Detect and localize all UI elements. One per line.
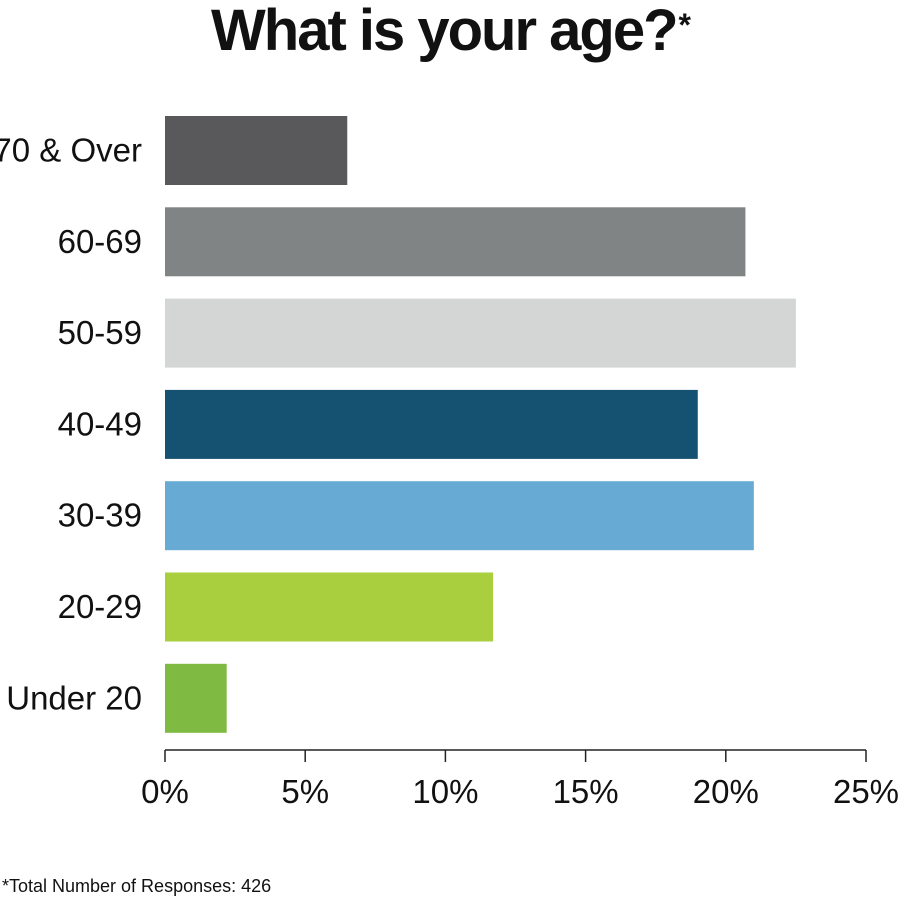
- chart-title: What is your age?*: [0, 0, 900, 70]
- footnote: *Total Number of Responses: 426: [2, 876, 272, 896]
- category-label: 40-49: [58, 405, 142, 442]
- bar-1: [165, 207, 746, 277]
- bar-2: [165, 298, 796, 368]
- title-footnote-marker: *: [678, 7, 692, 43]
- x-tick-label: 25%: [833, 773, 899, 810]
- category-label: 30-39: [58, 497, 142, 534]
- category-label: 60-69: [58, 223, 142, 260]
- chart-title-text: What is your age?: [211, 0, 679, 63]
- bar-5: [165, 572, 494, 642]
- category-label: 50-59: [58, 314, 142, 351]
- x-tick-label: 5%: [281, 773, 329, 810]
- category-label: Under 20: [6, 679, 142, 716]
- bar-4: [165, 481, 754, 551]
- bar-0: [165, 116, 348, 185]
- category-label: 20-29: [58, 588, 142, 625]
- category-label: 70 & Over: [0, 132, 142, 169]
- bar-3: [165, 389, 698, 459]
- x-tick-label: 10%: [412, 773, 478, 810]
- x-tick-label: 20%: [693, 773, 759, 810]
- bar-6: [165, 663, 227, 733]
- x-tick-label: 0%: [141, 773, 189, 810]
- x-tick-label: 15%: [553, 773, 619, 810]
